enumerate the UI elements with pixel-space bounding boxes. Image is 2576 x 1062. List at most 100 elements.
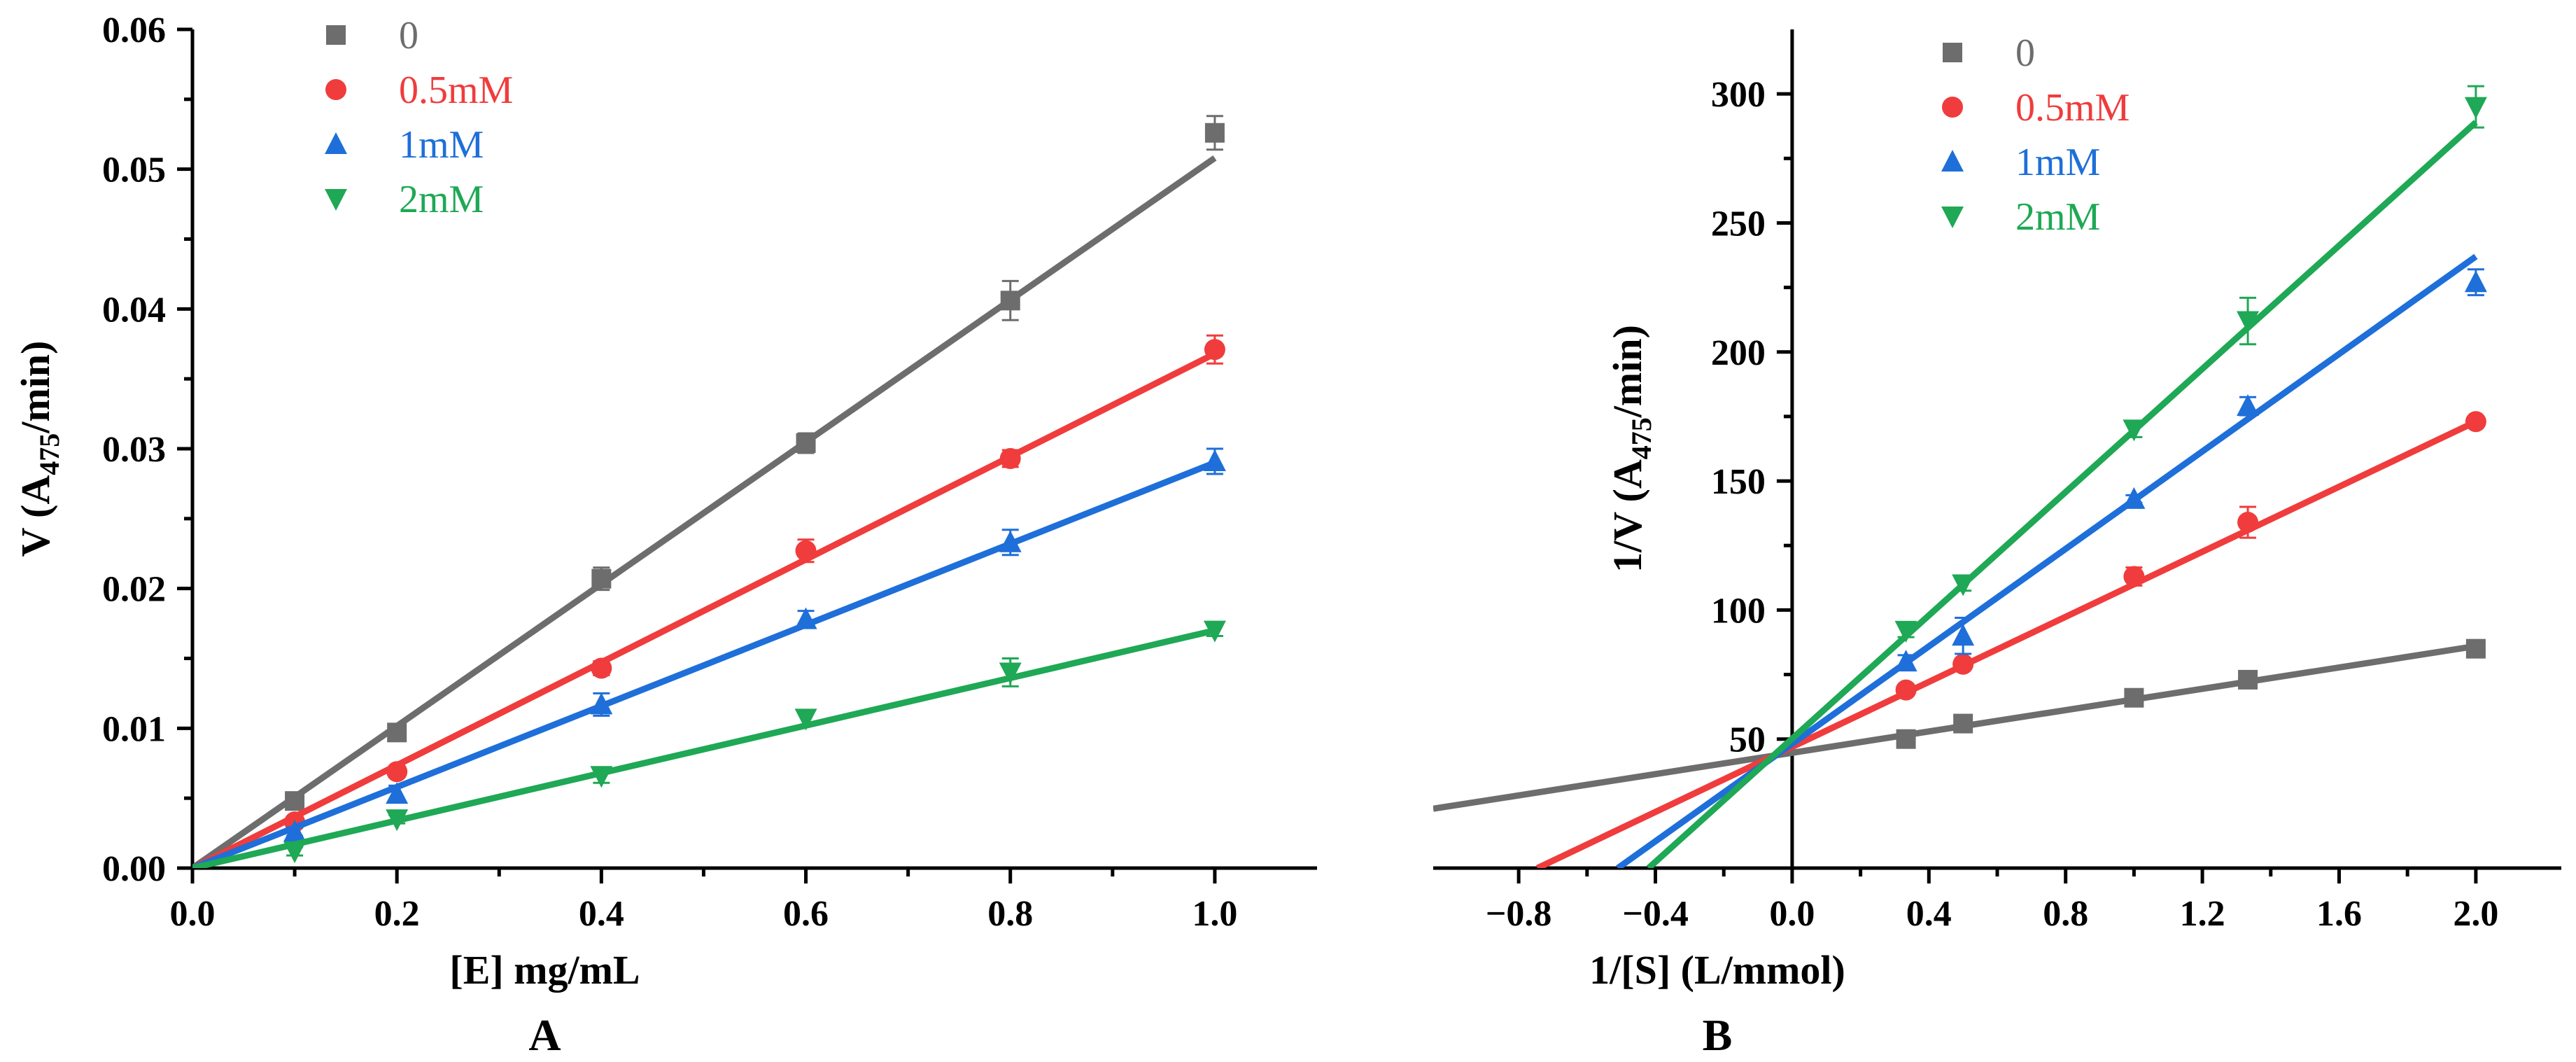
y-tick-label: 250	[1711, 204, 1766, 244]
fit-line	[192, 155, 1217, 868]
data-point	[1203, 620, 1226, 643]
data-point	[2237, 394, 2260, 417]
data-point	[1895, 679, 1917, 701]
data-point	[2465, 638, 2486, 659]
data-point	[1203, 449, 1226, 471]
chart-panel-B: −0.8 −0.4 0.0 0.4 0.8 1.2 1.6 2.0 50 100 150 200 250…	[1433, 29, 2561, 1060]
data-point	[1894, 620, 1917, 643]
legend-label: 1mM	[2015, 141, 2100, 184]
y-tick-label: 50	[1729, 720, 1766, 760]
y-tick-label: 0.01	[102, 709, 166, 749]
data-point	[283, 841, 307, 864]
data-point	[2465, 411, 2486, 433]
fit-line	[192, 351, 1216, 868]
fit-line	[192, 627, 1216, 868]
legend-marker	[325, 79, 346, 100]
data-point	[2124, 687, 2144, 708]
legend-marker	[325, 189, 347, 211]
data-point	[591, 568, 612, 589]
data-point	[590, 692, 613, 715]
data-point	[2237, 512, 2259, 533]
y-axis-title: 1/V (A475/min)	[1605, 325, 1657, 573]
y-tick-label: 150	[1711, 462, 1766, 502]
fit-line	[1536, 419, 2477, 868]
data-point	[1204, 123, 1225, 143]
chart-panel-A: 0.0 0.2 0.4 0.6 0.8 1.0 0.00 0.01 0.02 0.03 0.04 0.…	[13, 11, 1317, 1060]
legend-marker	[325, 132, 347, 154]
data-point	[1896, 729, 1916, 749]
data-point	[795, 540, 817, 561]
data-point	[999, 447, 1021, 469]
legend-marker	[1942, 97, 1963, 118]
data-point	[2464, 270, 2487, 293]
data-point	[386, 809, 409, 832]
fit-line	[1646, 120, 2478, 868]
data-point	[1952, 624, 1975, 646]
y-axis-title: V (A475/min)	[13, 341, 65, 557]
fit-line	[192, 459, 1216, 868]
legend-marker	[326, 25, 346, 45]
series-0: 0	[1433, 32, 2486, 812]
x-axis-title: [E] mg/mL	[449, 947, 640, 993]
data-point	[1894, 650, 1917, 672]
data-point	[285, 791, 305, 811]
y-tick-label: 0.05	[102, 151, 166, 190]
y-tick-label: 100	[1711, 591, 1766, 631]
legend-marker	[1941, 207, 1964, 228]
y-tick-label: 0.00	[102, 849, 166, 889]
data-point	[1952, 653, 1974, 675]
panel-label: B	[1703, 1010, 1733, 1060]
x-tick-label: −0.8	[1486, 894, 1552, 934]
series-2mM: 2mM	[1646, 85, 2487, 868]
y-tick-label: 300	[1711, 75, 1766, 115]
data-point	[591, 657, 612, 679]
x-tick-label: 0.0	[170, 894, 216, 934]
legend-label: 1mM	[399, 123, 484, 167]
x-tick-label: 1.0	[1192, 894, 1237, 934]
data-point	[2123, 487, 2146, 509]
x-tick-label: 2.0	[2453, 894, 2498, 934]
data-point	[2237, 311, 2260, 333]
data-point	[283, 820, 307, 842]
legend-label: 0.5mM	[2015, 86, 2130, 130]
series-0.5mM: 0.5mM	[192, 69, 1225, 868]
legend-label: 2mM	[399, 178, 484, 221]
x-axis-title: 1/[S] (L/mmol)	[1589, 947, 1845, 993]
y-axis-title-sub: 475	[34, 433, 65, 475]
data-point	[2238, 669, 2258, 690]
data-point	[1000, 291, 1020, 311]
x-tick-label: 0.2	[374, 894, 420, 934]
y-tick-label: 0.02	[102, 570, 166, 610]
data-point	[387, 722, 407, 743]
data-point	[1952, 574, 1975, 596]
legend-label: 0	[2015, 32, 2035, 75]
series-1mM: 1mM	[192, 123, 1226, 868]
series-0.5mM: 0.5mM	[1536, 86, 2486, 868]
data-point	[794, 607, 817, 629]
data-point	[2123, 419, 2146, 442]
y-tick-label: 0.03	[102, 430, 166, 470]
data-point	[1953, 713, 1973, 734]
y-tick-label: 0.04	[102, 290, 166, 330]
data-point	[796, 433, 816, 454]
x-tick-label: 0.4	[1906, 894, 1952, 934]
x-tick-label: 0.8	[2043, 894, 2088, 934]
data-point	[590, 766, 613, 788]
series-0: 0	[192, 14, 1225, 868]
x-tick-label: 0.4	[579, 894, 624, 934]
legend-label: 0.5mM	[399, 69, 513, 112]
legend-label: 2mM	[2015, 195, 2100, 239]
y-axis-title-tail: /min)	[13, 341, 58, 434]
y-tick-label: 0.06	[102, 11, 166, 50]
legend-marker	[1941, 150, 1964, 172]
x-tick-label: 1.6	[2316, 894, 2362, 934]
y-axis-title-base: 1/V (A	[1605, 459, 1650, 573]
data-point	[386, 761, 408, 783]
y-tick-label: 200	[1711, 333, 1766, 373]
data-point	[386, 782, 409, 804]
legend-marker	[1943, 43, 1962, 62]
y-axis-title-sub: 475	[1626, 417, 1657, 459]
data-point	[999, 662, 1022, 685]
legend-label: 0	[399, 14, 418, 57]
